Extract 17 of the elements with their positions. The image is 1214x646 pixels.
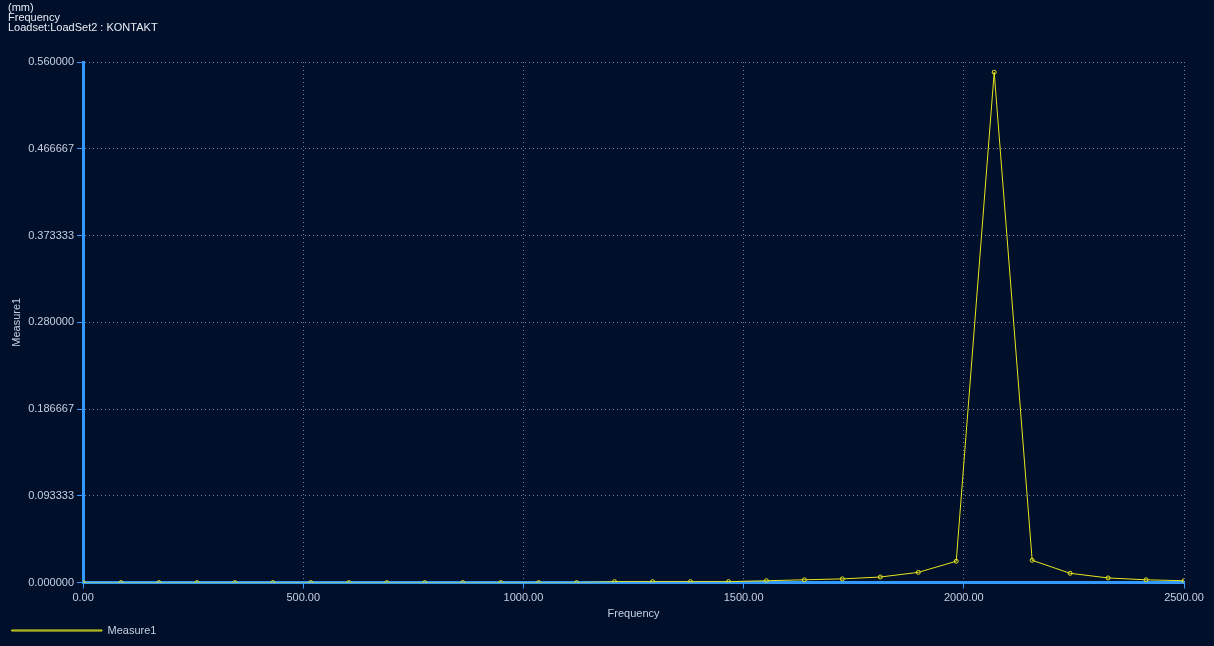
y-tick-label: 0.093333 [28,488,75,501]
x-tick-label: 0.00 [72,591,94,604]
y-tick-label: 0.466667 [28,141,75,154]
chart-title: (mm) [8,1,35,13]
y-tick-label: 0.280000 [28,315,75,328]
text: Measure1 [107,623,157,636]
y-tick-label: 0.186667 [28,402,75,415]
x-tick-label: 2500.00 [1164,591,1204,604]
x-tick-label: 500.00 [286,591,321,604]
y-axis-title: Measure1 [9,297,22,347]
y-tick-label: 0.560000 [28,55,75,68]
x-axis-title: Frequency [607,607,661,620]
x-tick-label: 1500.00 [723,591,764,604]
y-tick-label: 0.373333 [28,228,75,241]
y-tick-label: 0.000000 [28,575,75,588]
x-tick-label: 1000.00 [503,591,544,604]
x-tick-label: 2000.00 [943,591,984,604]
